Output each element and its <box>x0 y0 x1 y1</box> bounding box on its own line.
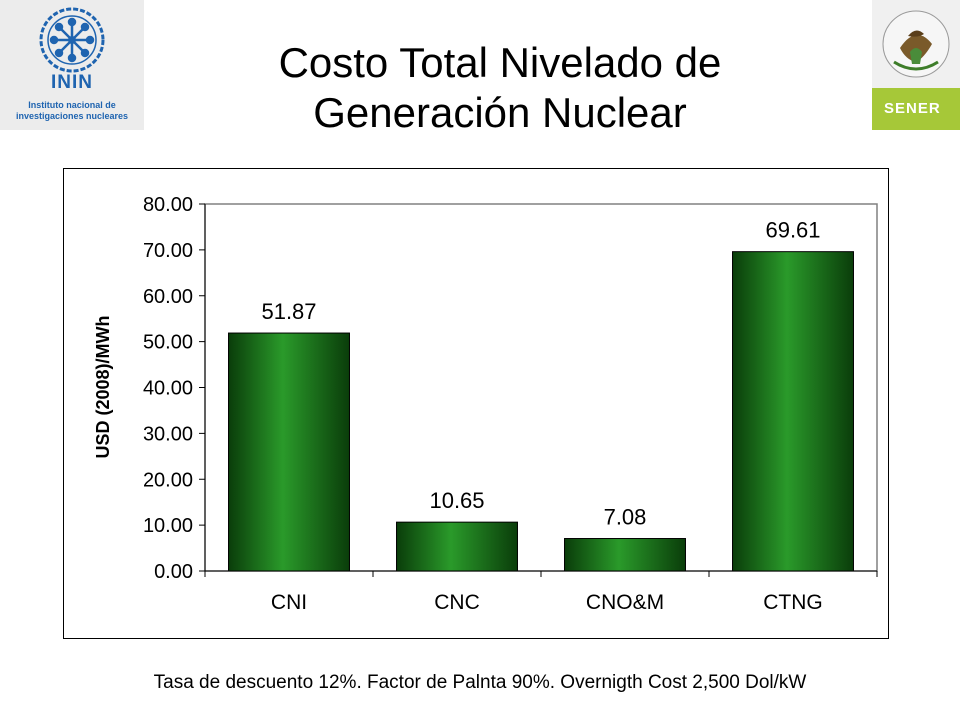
inin-logo-subtitle: Instituto nacional de investigaciones nu… <box>0 100 144 122</box>
y-tick-label: 40.00 <box>143 378 193 400</box>
x-tick-label: CNC <box>434 591 480 614</box>
data-label: 7.08 <box>604 505 647 530</box>
bar-cnc <box>396 521 518 572</box>
y-tick-label: 20.00 <box>143 469 193 491</box>
x-tick-label: CNO&M <box>586 591 664 614</box>
y-tick-label: 30.00 <box>143 423 193 445</box>
bar-cno-m <box>564 538 686 572</box>
y-tick-label: 80.00 <box>143 194 193 216</box>
inin-logo-subtitle-line1: Instituto nacional de <box>28 100 116 110</box>
y-tick-label: 0.00 <box>154 561 193 583</box>
data-label: 10.65 <box>429 488 484 513</box>
sener-color-band <box>872 88 960 130</box>
y-tick-label: 50.00 <box>143 332 193 354</box>
data-label: 69.61 <box>765 218 820 243</box>
mexico-seal-icon <box>882 10 950 78</box>
bar-ctng <box>732 251 854 572</box>
x-tick-label: CNI <box>271 591 307 614</box>
inin-logo-word: ININ <box>51 72 93 93</box>
chart-frame: 0.00 10.00 20.00 30.00 40.00 50.00 60.00 70.00 8… <box>63 168 889 639</box>
slide-title: Costo Total Nivelado de Generación Nucle… <box>150 38 850 138</box>
chart-footnote: Tasa de descuento 12%. Factor de Palnta … <box>153 672 807 693</box>
x-tick-label: CTNG <box>763 591 823 614</box>
y-tick-label: 10.00 <box>143 515 193 537</box>
y-axis-label: USD (2008)/MWh <box>93 315 113 458</box>
bar-chart: 0.00 10.00 20.00 30.00 40.00 50.00 60.00 70.00 8… <box>93 194 878 614</box>
inin-logo-subtitle-line2: investigaciones nucleares <box>15 111 129 121</box>
data-label: 51.87 <box>261 299 316 324</box>
inin-logo: ININ Instituto nacional de investigacion… <box>0 0 144 130</box>
bar-cni <box>228 332 350 572</box>
slide-title-line2: Generación Nuclear <box>313 89 687 136</box>
sener-logo: SENER <box>872 0 960 130</box>
slide-title-line1: Costo Total Nivelado de <box>278 39 722 86</box>
y-tick-label: 70.00 <box>143 240 193 262</box>
sener-logo-word: SENER <box>884 100 941 117</box>
inin-atom-icon <box>39 7 105 73</box>
y-tick-label: 60.00 <box>143 286 193 308</box>
